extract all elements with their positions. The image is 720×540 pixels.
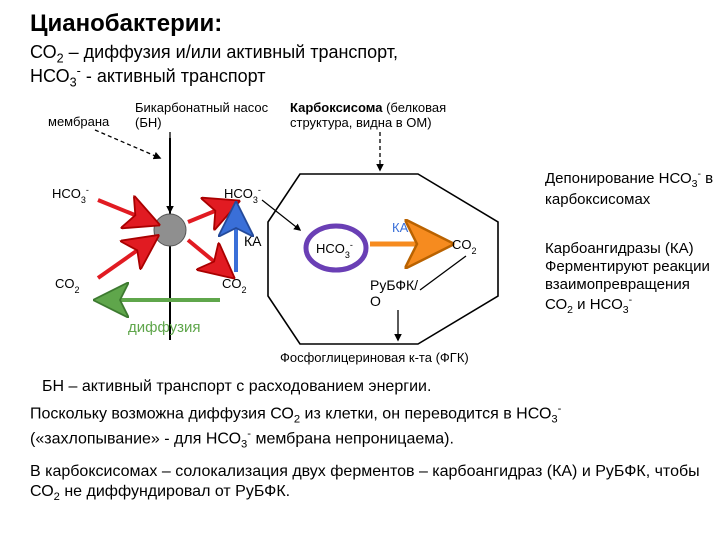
arrow-hco3-in <box>98 200 152 222</box>
carboxysome-shape <box>268 174 498 344</box>
hco3-center-label: HCO3- <box>316 240 353 260</box>
svg-text:О: О <box>370 293 381 309</box>
bottom-line-1: БН – активный транспорт с расходованием … <box>42 378 431 396</box>
pump-circle <box>154 214 186 246</box>
bottom-para-2: Поскольку возможна диффузия СО2 из клетк… <box>30 402 690 451</box>
diffusion-label: диффузия <box>128 319 201 336</box>
pump-label-1: Бикарбонатный насос <box>135 100 269 115</box>
carboxysome-label-2: структура, видна в ОМ) <box>290 115 432 130</box>
co2-out-label: CO2 <box>55 276 80 295</box>
membrane-label: мембрана <box>48 114 110 129</box>
arrow-hco3-out-int <box>188 204 232 222</box>
hco3-out-label: HCO3- <box>52 185 89 205</box>
pga-label: Фосфоглицериновая к-та (ФГК) <box>280 350 469 365</box>
co2-right-label: CO2 <box>452 237 477 256</box>
carboxysome-label-1: Карбоксисома (белковая <box>290 100 446 115</box>
pump-label-2: (БН) <box>135 115 162 130</box>
ka-left-label: КА <box>244 233 262 249</box>
bottom-para-3: В карбоксисомах – солокализация двух фер… <box>30 462 700 504</box>
arrow-co2-out-int <box>188 240 228 273</box>
carboanhydrase-text: Карбоангидразы (КА) Ферментируют реакции… <box>545 240 720 317</box>
depo-text: Депонирование НСО3- в карбоксисомах <box>545 168 715 209</box>
co2-in-label: CO2 <box>222 276 247 295</box>
rubisco-label: РуБФК/ <box>370 277 418 293</box>
ka-right-label: КА <box>392 220 409 235</box>
arrow-co2-in <box>98 240 152 278</box>
hco3-in-label: HCO3- <box>224 185 261 205</box>
